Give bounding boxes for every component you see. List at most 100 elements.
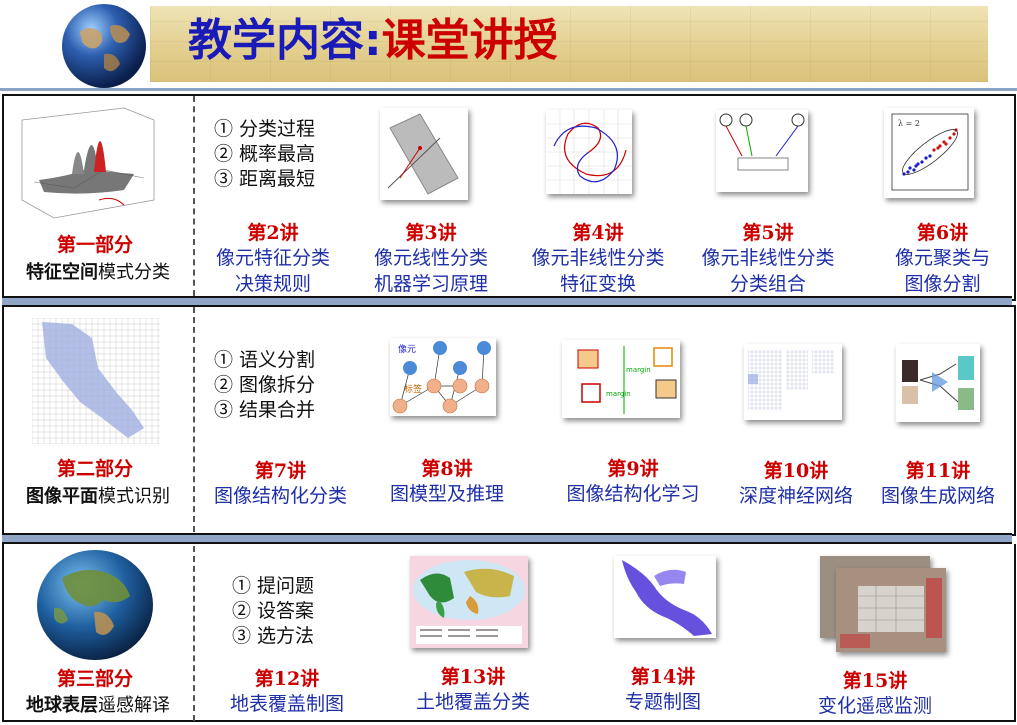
lecture-5-title-line1: 像元非线性分类 (701, 247, 835, 269)
point-item: ② 图像拆分 (214, 374, 316, 396)
point-item: ② 概率最高 (214, 143, 316, 165)
linear-classifier-figure (380, 108, 468, 200)
lecture-15-title: 变化遥感监测 (817, 695, 932, 717)
deep-network-figure (744, 344, 842, 420)
land-cover-world-map (410, 556, 528, 648)
header-rule (0, 88, 1017, 91)
part-2-subtitle: 图像平面模式识别 (8, 482, 188, 508)
point-item: ③ 选方法 (232, 625, 315, 647)
lecture-6-title-line2: 图像分割 (904, 273, 981, 295)
lecture-14: 第14讲 专题制图 (598, 662, 728, 715)
label-node-label: 标签 (404, 383, 422, 395)
graphical-model-figure: 像元 标签 (390, 338, 496, 416)
section-separator-2 (2, 533, 1012, 544)
lecture-9-title: 图像结构化学习 (566, 483, 700, 505)
lecture-13-number: 第13讲 (440, 666, 506, 688)
title-part2: 课堂讲授 (381, 15, 558, 66)
lecture-5: 第5讲 像元非线性分类 分类组合 (688, 218, 848, 297)
part-1-label: 第一部分 (56, 234, 133, 256)
lecture-10: 第10讲 深度神经网络 (726, 456, 866, 509)
header-banner (150, 6, 988, 82)
lecture-2-title-line1: 像元特征分类 (215, 247, 330, 269)
thematic-map-figure (614, 556, 716, 638)
section-3-frame (2, 544, 1016, 722)
point-item: ③ 距离最短 (214, 168, 316, 190)
point-item: ① 提问题 (232, 575, 315, 597)
lecture-11-number: 第11讲 (905, 460, 971, 482)
part-1-subtitle: 特征空间模式分类 (8, 258, 188, 284)
lecture-4-number: 第4讲 (572, 222, 624, 244)
lecture-3: 第3讲 像元线性分类 机器学习原理 (356, 218, 506, 297)
lecture-5-number: 第5讲 (742, 222, 794, 244)
lecture-15-number: 第15讲 (842, 670, 908, 692)
lecture-7-number: 第7讲 (254, 460, 307, 482)
part-3-sub-bold: 地球表层 (26, 695, 98, 716)
lecture-11: 第11讲 图像生成网络 (868, 456, 1008, 509)
part-2-label: 第二部分 (56, 458, 133, 480)
point-item: ② 设答案 (232, 600, 315, 622)
column-divider-3 (193, 546, 195, 721)
lecture-2: 第2讲 像元特征分类 决策规则 (198, 218, 348, 297)
lecture-15: 第15讲 变化遥感监测 (800, 666, 950, 719)
lecture-13-title: 土地覆盖分类 (415, 691, 530, 713)
lecture-4: 第4讲 像元非线性分类 特征变换 (518, 218, 678, 297)
lecture-6-number: 第6讲 (916, 222, 969, 244)
lecture-7-title: 图像结构化分类 (213, 485, 347, 507)
margin-label-2: margin (606, 390, 631, 398)
earth-globe-image (34, 548, 156, 662)
part-3-label: 第三部分 (56, 668, 133, 690)
lecture-6-title-line1: 像元聚类与 (894, 247, 990, 269)
part-2-sub-bold: 图像平面 (26, 486, 98, 507)
feature-space-3d-plot (14, 100, 160, 225)
lecture-3-title-line1: 像元线性分类 (373, 247, 488, 269)
image-grid-figure (32, 318, 160, 444)
lecture-9-number: 第9讲 (607, 458, 659, 480)
point-item: ① 分类过程 (214, 118, 316, 140)
lecture-14-title: 专题制图 (624, 691, 701, 713)
part-3-points: ① 提问题 ② 设答案 ③ 选方法 (232, 574, 314, 649)
lecture-4-title-line1: 像元非线性分类 (531, 247, 665, 269)
lecture-6: 第6讲 像元聚类与 图像分割 (870, 218, 1015, 297)
column-divider-2 (193, 307, 195, 532)
part-1-sub-rest: 模式分类 (98, 262, 170, 283)
lecture-8-number: 第8讲 (421, 458, 473, 480)
column-divider-1 (193, 96, 195, 296)
clustering-scatter-figure: λ = 2 (884, 108, 974, 198)
ensemble-classifier-figure (716, 110, 808, 192)
lecture-4-title-line2: 特征变换 (559, 273, 636, 295)
lecture-12-title: 地表覆盖制图 (229, 693, 344, 715)
structured-learning-figure: margin margin (562, 340, 680, 418)
lecture-12: 第12讲 地表覆盖制图 (212, 664, 362, 717)
part-1-points: ① 分类过程 ② 概率最高 ③ 距离最短 (214, 117, 315, 192)
lecture-8: 第8讲 图模型及推理 (372, 454, 522, 507)
lecture-14-number: 第14讲 (630, 666, 696, 688)
lambda-label: λ = 2 (898, 119, 920, 128)
lecture-13: 第13讲 土地覆盖分类 (398, 662, 548, 715)
lecture-2-number: 第2讲 (247, 222, 299, 244)
lecture-12-number: 第12讲 (254, 668, 320, 690)
lecture-8-title: 图模型及推理 (389, 483, 504, 505)
globe-logo (60, 2, 148, 90)
part-2-points: ① 语义分割 ② 图像拆分 ③ 结果合并 (214, 348, 315, 423)
point-item: ① 语义分割 (214, 349, 316, 371)
generative-network-figure (896, 344, 980, 422)
lecture-2-title-line2: 决策规则 (234, 273, 311, 295)
lecture-10-title: 深度神经网络 (738, 485, 853, 507)
page-title: 教学内容:课堂讲授 (188, 14, 558, 68)
change-detection-imagery (820, 556, 946, 652)
lecture-11-title: 图像生成网络 (880, 485, 995, 507)
margin-label-1: margin (626, 366, 651, 374)
part-1-sub-bold: 特征空间 (26, 262, 98, 283)
lecture-10-number: 第10讲 (763, 460, 829, 482)
lecture-5-title-line2: 分类组合 (729, 273, 806, 295)
point-item: ③ 结果合并 (214, 399, 316, 421)
part-2-sub-rest: 模式识别 (98, 486, 170, 507)
part-3-subtitle: 地球表层遥感解译 (8, 691, 188, 717)
lecture-7: 第7讲 图像结构化分类 (198, 456, 363, 509)
lecture-3-number: 第3讲 (405, 222, 457, 244)
lecture-9: 第9讲 图像结构化学习 (548, 454, 718, 507)
spiral-feature-figure (546, 110, 632, 194)
title-part1: 教学内容: (188, 15, 382, 66)
pixel-node-label: 像元 (398, 343, 416, 355)
lecture-3-title-line2: 机器学习原理 (373, 273, 488, 295)
